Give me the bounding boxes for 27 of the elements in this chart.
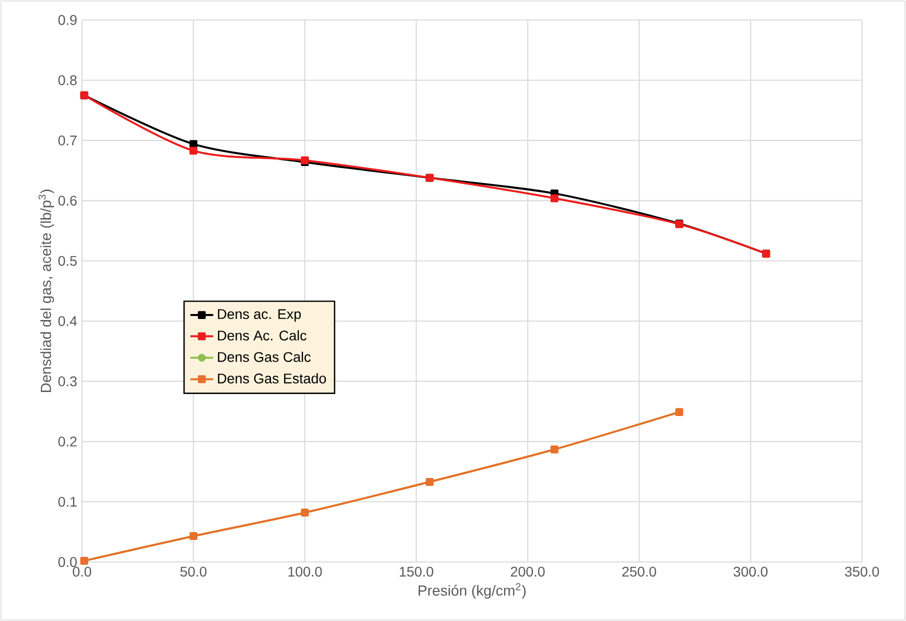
x-tick-label: 150.0 <box>400 566 434 577</box>
point <box>190 140 198 148</box>
x-tick-label: 100.0 <box>288 566 322 577</box>
x-tick-label: 50.0 <box>180 566 207 577</box>
y-tick-label: 0.4 <box>58 316 77 326</box>
x-tick-label: 350.0 <box>845 566 879 577</box>
y-tick-label: 0.7 <box>58 136 77 146</box>
y-tick-label: 0.8 <box>58 75 77 86</box>
legend-label: Dens Ac. Calc <box>218 330 306 341</box>
point <box>550 194 558 202</box>
legend-label: Dens Gas Calc <box>218 352 311 362</box>
y-tick-label: 0.3 <box>58 376 77 386</box>
x-tick-label: 300.0 <box>734 566 768 577</box>
y-tick-label: 0.0 <box>58 557 77 567</box>
x-tick-label: 250.0 <box>622 566 656 577</box>
y-tick-label: 0.1 <box>58 496 77 507</box>
y-tick-label: 0.5 <box>58 256 77 266</box>
y-tick-label: 0.2 <box>58 436 77 447</box>
legend-label: Dens ac. Exp <box>218 309 301 322</box>
y-tick-label: 0.6 <box>58 196 77 206</box>
point <box>190 146 198 155</box>
x-tick-label: 0.0 <box>72 566 92 577</box>
legend-label: Dens Gas Estado <box>218 373 326 384</box>
x-axis-title: Presión (kg/cm$^{2}$) <box>418 583 526 599</box>
x-tick-label: 200.0 <box>510 566 545 577</box>
y-axis-title: Densdiad del gas, aceite (lb/p$^{3}$) <box>38 190 54 392</box>
y-tick-label: 0.9 <box>58 15 77 25</box>
